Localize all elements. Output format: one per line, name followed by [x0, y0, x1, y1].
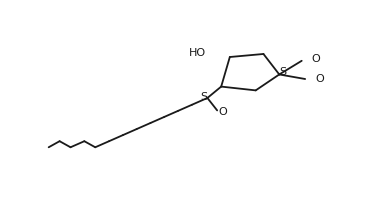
Text: O: O — [312, 54, 321, 63]
Text: HO: HO — [189, 48, 206, 58]
Text: S: S — [200, 92, 207, 102]
Text: S: S — [279, 68, 286, 77]
Text: O: O — [315, 74, 324, 85]
Text: O: O — [219, 107, 227, 117]
